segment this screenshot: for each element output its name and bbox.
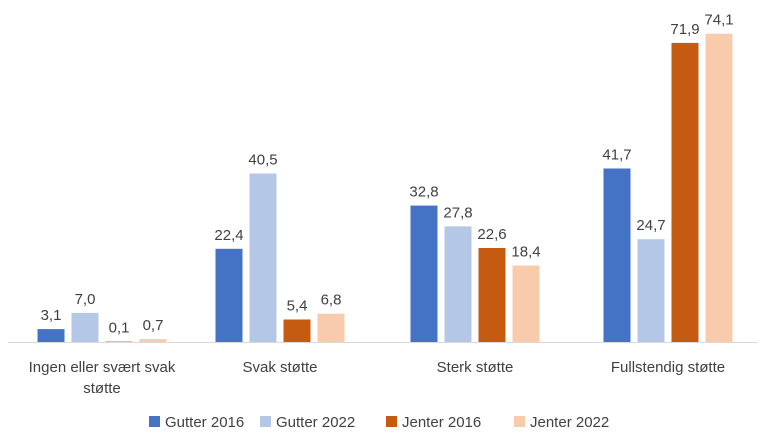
- category-labels-layer: Ingen eller svært svak støtte Svak støtte S…: [29, 359, 725, 397]
- category-label: Svak støtte: [242, 359, 317, 376]
- data-label: 32,8: [409, 184, 438, 201]
- category-label: Ingen eller svært svak: [29, 359, 176, 376]
- category-label: Sterk støtte: [437, 359, 514, 376]
- bar: [249, 173, 277, 342]
- bar: [283, 319, 311, 342]
- data-label: 74,1: [704, 12, 733, 29]
- legend-label: Gutter 2016: [165, 414, 244, 431]
- value-labels-layer: 3,1 7,0 0,1 0,7 22,4 40,5 5,4 6,8 32,8 27,8 22,6 18…: [41, 12, 734, 337]
- bar: [105, 341, 133, 343]
- data-label: 22,4: [214, 227, 243, 244]
- legend-swatch: [386, 416, 397, 427]
- data-label: 18,4: [511, 244, 540, 261]
- bar: [478, 248, 506, 342]
- data-label: 24,7: [636, 217, 665, 234]
- bar: [215, 248, 243, 342]
- legend-label: Gutter 2022: [276, 414, 355, 431]
- bars-layer: [37, 33, 733, 343]
- bar: [637, 239, 665, 342]
- data-label: 0,1: [109, 320, 130, 337]
- bar: [671, 42, 699, 343]
- data-label: 7,0: [75, 291, 96, 308]
- legend-label: Jenter 2016: [402, 414, 481, 431]
- bar: [37, 329, 65, 342]
- data-label: 22,6: [477, 226, 506, 243]
- bar: [139, 339, 167, 342]
- data-label: 71,9: [670, 21, 699, 38]
- category-label: Fullstendig støtte: [611, 359, 725, 376]
- legend-swatch: [260, 416, 271, 427]
- bar: [705, 33, 733, 342]
- data-label: 40,5: [248, 152, 277, 169]
- bar: [444, 226, 472, 342]
- data-label: 41,7: [602, 147, 631, 164]
- data-label: 3,1: [41, 307, 62, 324]
- legend-swatch: [149, 416, 160, 427]
- category-label: støtte: [83, 380, 121, 397]
- bar: [317, 313, 345, 342]
- bar: [512, 265, 540, 342]
- bar: [603, 168, 631, 342]
- legend-swatch: [514, 416, 525, 427]
- bar: [71, 312, 99, 342]
- legend-label: Jenter 2022: [530, 414, 609, 431]
- legend: Gutter 2016 Gutter 2022 Jenter 2016 Jenter …: [149, 414, 609, 431]
- data-label: 6,8: [321, 292, 342, 309]
- data-label: 5,4: [287, 298, 308, 315]
- bar: [410, 205, 438, 342]
- data-label: 27,8: [443, 204, 472, 221]
- data-label: 0,7: [143, 317, 164, 334]
